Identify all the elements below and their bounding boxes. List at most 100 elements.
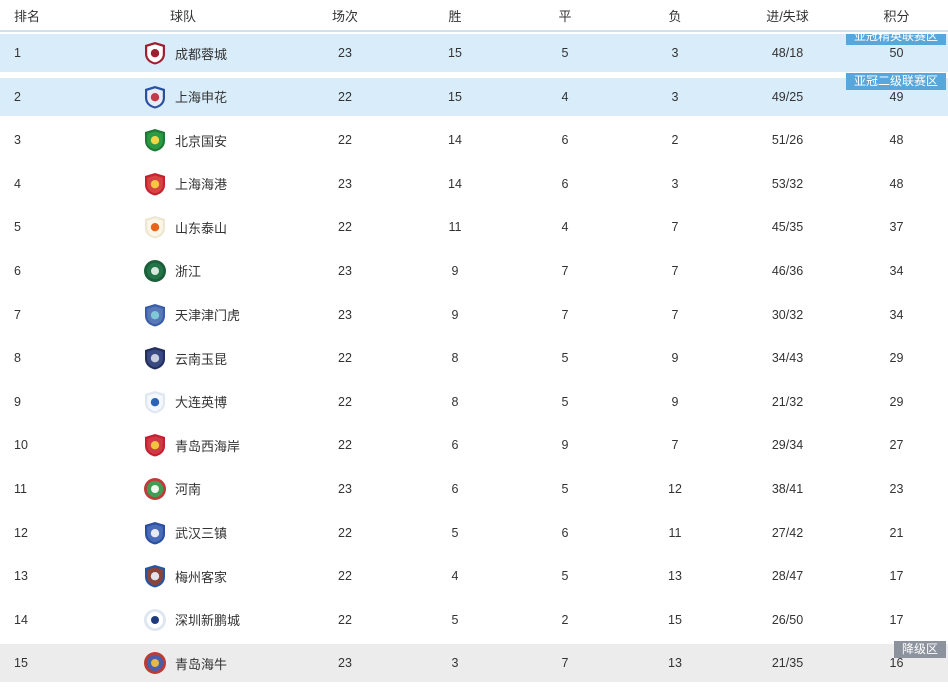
table-row[interactable]: 13 梅州客家 22 4 5 13 28/47 17: [0, 557, 948, 596]
team-cell: 浙江: [130, 259, 290, 283]
played-cell: 22: [338, 569, 352, 584]
rank-cell: 15: [14, 656, 28, 671]
draw-cell: 7: [561, 307, 569, 322]
team-cell: 山东泰山: [130, 215, 290, 239]
points-cell: 17: [889, 569, 904, 584]
team-cell: 上海申花: [130, 85, 290, 109]
played-cell: 22: [338, 525, 352, 540]
goals-cell: 51/26: [771, 133, 804, 148]
goals-cell: 21/32: [771, 394, 804, 409]
column-header-team: 球队: [170, 8, 197, 24]
team-name-link[interactable]: 大连英博: [175, 395, 228, 411]
team-name-link[interactable]: 河南: [175, 482, 202, 498]
win-cell: 9: [451, 263, 459, 278]
points-cell: 21: [889, 525, 904, 540]
win-cell: 14: [448, 133, 462, 148]
played-cell: 23: [338, 46, 352, 60]
table-row[interactable]: 12 武汉三镇 22 5 6 11 27/42 21: [0, 513, 948, 552]
points-cell: 34: [889, 307, 904, 322]
points-cell: 37: [889, 220, 904, 235]
points-cell: 48: [889, 133, 904, 148]
goals-cell: 53/32: [771, 176, 804, 191]
points-cell: 29: [889, 394, 904, 409]
team-cell: 武汉三镇: [130, 521, 290, 545]
team-logo-icon: [143, 477, 167, 501]
goals-cell: 45/35: [771, 220, 804, 235]
points-cell: 17: [889, 612, 904, 627]
team-name-link[interactable]: 上海申花: [175, 90, 228, 106]
goals-cell: 29/34: [771, 438, 804, 453]
loss-cell: 12: [668, 481, 682, 496]
team-cell: 青岛海牛: [130, 651, 290, 675]
team-logo-icon: [143, 433, 167, 457]
table-row[interactable]: 1 成都蓉城 23 15 5 3 48/18 50 亚冠精英联赛区: [0, 34, 948, 72]
team-logo-icon: [143, 521, 167, 545]
draw-cell: 4: [561, 220, 569, 235]
goals-cell: 26/50: [771, 612, 804, 627]
rank-cell: 8: [14, 351, 21, 366]
team-name-link[interactable]: 北京国安: [175, 133, 228, 149]
team-name-link[interactable]: 天津津门虎: [175, 308, 241, 324]
team-name-link[interactable]: 深圳新鹏城: [175, 613, 241, 629]
rank-cell: 11: [14, 481, 27, 496]
played-cell: 22: [338, 133, 352, 148]
table-row[interactable]: 6 浙江 23 9 7 7 46/36 34: [0, 251, 948, 290]
team-logo-icon: [143, 215, 167, 239]
team-cell: 大连英博: [130, 390, 290, 414]
team-cell: 青岛西海岸: [130, 433, 290, 457]
table-header-row: 排名 球队 场次 胜 平 负 进/失球 积分: [0, 0, 948, 32]
points-cell: 27: [889, 438, 904, 453]
win-cell: 6: [451, 481, 459, 496]
table-row[interactable]: 5 山东泰山 22 11 4 7 45/35 37: [0, 208, 948, 247]
rank-cell: 13: [14, 569, 28, 584]
table-row[interactable]: 3 北京国安 22 14 6 2 51/26 48: [0, 121, 948, 160]
win-cell: 6: [451, 438, 459, 453]
draw-cell: 5: [561, 481, 569, 496]
win-cell: 5: [451, 612, 459, 627]
win-cell: 9: [451, 307, 459, 322]
team-cell: 天津津门虎: [130, 303, 290, 327]
table-row[interactable]: 8 云南玉昆 22 8 5 9 34/43 29: [0, 339, 948, 378]
team-name-link[interactable]: 武汉三镇: [175, 526, 228, 542]
draw-cell: 7: [561, 656, 569, 671]
team-name-link[interactable]: 梅州客家: [175, 569, 228, 585]
win-cell: 11: [448, 220, 462, 235]
team-logo-icon: [143, 303, 167, 327]
team-name-link[interactable]: 上海海港: [175, 177, 228, 193]
team-logo-icon: [143, 259, 167, 283]
table-row[interactable]: 11 河南 23 6 5 12 38/41 23: [0, 469, 948, 508]
rank-cell: 7: [14, 307, 21, 322]
team-name-link[interactable]: 山东泰山: [175, 220, 228, 236]
rank-cell: 14: [14, 612, 28, 627]
loss-cell: 3: [671, 176, 679, 191]
goals-cell: 27/42: [771, 525, 804, 540]
draw-cell: 7: [561, 263, 569, 278]
team-logo-icon: [143, 85, 167, 109]
goals-cell: 21/35: [771, 656, 804, 671]
win-cell: 3: [451, 656, 459, 671]
table-row[interactable]: 4 上海海港 23 14 6 3 53/32 48: [0, 164, 948, 203]
team-name-link[interactable]: 成都蓉城: [175, 46, 228, 62]
loss-cell: 7: [671, 263, 679, 278]
team-name-link[interactable]: 云南玉昆: [175, 351, 228, 367]
played-cell: 22: [338, 438, 352, 453]
rank-cell: 5: [14, 220, 21, 235]
goals-cell: 30/32: [771, 307, 804, 322]
table-row[interactable]: 9 大连英博 22 8 5 9 21/32 29: [0, 382, 948, 421]
team-cell: 云南玉昆: [130, 346, 290, 370]
table-row[interactable]: 7 天津津门虎 23 9 7 7 30/32 34: [0, 295, 948, 334]
team-name-link[interactable]: 青岛海牛: [175, 656, 228, 672]
column-header-rank: 排名: [14, 8, 41, 24]
played-cell: 23: [338, 481, 352, 496]
table-row[interactable]: 10 青岛西海岸 22 6 9 7 29/34 27: [0, 426, 948, 465]
team-name-link[interactable]: 青岛西海岸: [175, 438, 241, 454]
table-row[interactable]: 15 青岛海牛 23 3 7 13 21/35 16 降级区: [0, 641, 948, 683]
draw-cell: 5: [561, 394, 569, 409]
table-row[interactable]: 2 上海申花 22 15 4 3 49/25 49 亚冠二级联赛区: [0, 72, 948, 116]
loss-cell: 9: [671, 351, 679, 366]
team-name-link[interactable]: 浙江: [175, 264, 202, 280]
goals-cell: 48/18: [771, 46, 804, 60]
played-cell: 23: [338, 263, 352, 278]
table-row[interactable]: 14 深圳新鹏城 22 5 2 15 26/50 17: [0, 600, 948, 639]
played-cell: 22: [338, 351, 352, 366]
